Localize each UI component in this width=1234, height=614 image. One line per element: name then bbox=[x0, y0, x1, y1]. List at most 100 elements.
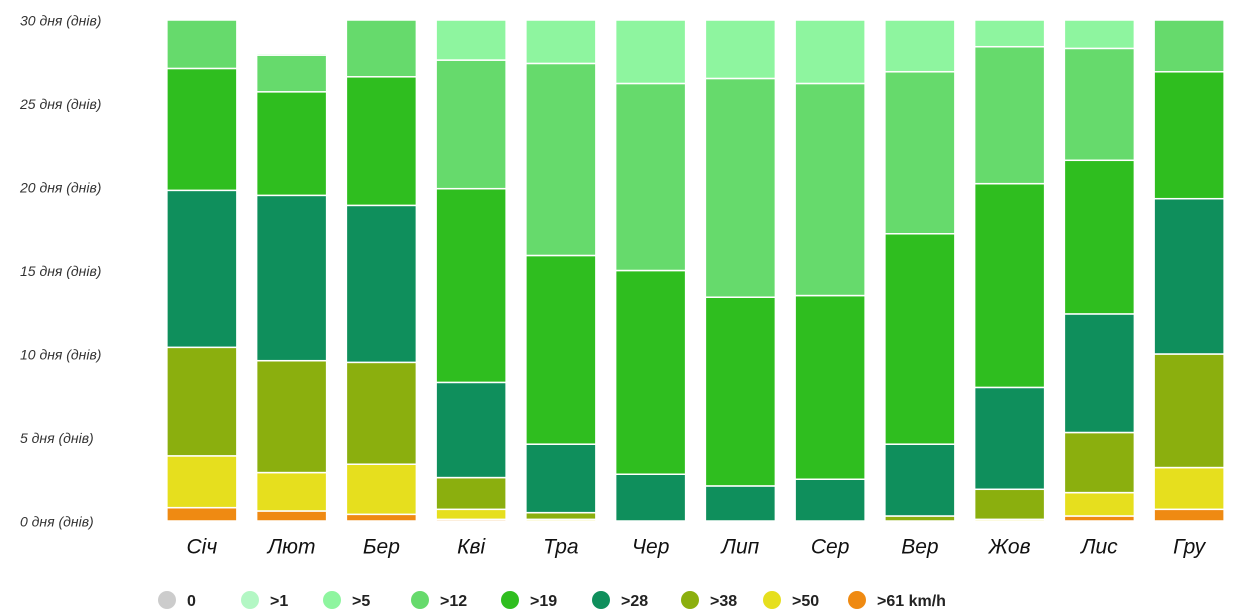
bar-segment bbox=[1063, 47, 1136, 162]
legend-label: >5 bbox=[352, 593, 370, 610]
bar-segment bbox=[166, 346, 238, 457]
bar-segment bbox=[884, 19, 956, 73]
bar-segment bbox=[794, 19, 866, 85]
bar-segment bbox=[345, 76, 418, 207]
bar-segment bbox=[435, 508, 507, 521]
bar-segment bbox=[345, 19, 418, 78]
bar-segment bbox=[704, 296, 777, 487]
bar-segment bbox=[1063, 19, 1136, 50]
bar-segment bbox=[1063, 159, 1136, 315]
bar-segment bbox=[435, 19, 507, 61]
y-tick-label: 0 дня (днів) bbox=[20, 514, 94, 530]
y-tick-label: 25 дня (днів) bbox=[19, 96, 101, 112]
bar-segment bbox=[1153, 19, 1225, 73]
legend-swatch bbox=[158, 591, 176, 609]
bar-segment bbox=[614, 19, 687, 85]
bar-segment bbox=[973, 488, 1046, 521]
legend-label: >12 bbox=[440, 593, 467, 610]
bar-segment bbox=[704, 77, 777, 298]
bar-segment bbox=[255, 52, 328, 56]
bar-segment bbox=[884, 515, 956, 522]
bar-segment bbox=[614, 82, 687, 272]
bar-segment bbox=[525, 62, 597, 257]
bar-segment bbox=[973, 182, 1046, 389]
legend-swatch bbox=[592, 591, 610, 609]
bar-segment bbox=[435, 59, 507, 190]
bar-segment bbox=[1063, 313, 1136, 434]
bar-segment bbox=[435, 187, 507, 384]
bar-segment bbox=[525, 511, 597, 521]
x-tick-label: Гру bbox=[1173, 536, 1206, 559]
x-tick-label: Тра bbox=[543, 536, 579, 559]
bar-segment bbox=[166, 506, 238, 522]
bar-segment bbox=[166, 19, 238, 70]
bar-segment bbox=[166, 189, 238, 349]
bar-segment bbox=[525, 443, 597, 514]
bar-segment bbox=[255, 91, 328, 197]
bar-segment bbox=[255, 194, 328, 362]
x-tick-label: Жов bbox=[988, 536, 1031, 559]
y-tick-label: 20 дня (днів) bbox=[19, 180, 101, 196]
legend-label: >61 km/h bbox=[877, 593, 946, 610]
bar-segment bbox=[614, 269, 687, 475]
bar-segment bbox=[704, 485, 777, 522]
legend-swatch bbox=[848, 591, 866, 609]
bar-segment bbox=[794, 478, 866, 522]
bar-segment bbox=[704, 19, 777, 80]
bar-segment bbox=[1153, 71, 1225, 200]
legend-label: 0 bbox=[187, 593, 196, 610]
bar-segment bbox=[973, 386, 1046, 491]
legend-swatch bbox=[501, 591, 519, 609]
bar-segment bbox=[435, 476, 507, 511]
y-tick-label: 10 дня (днів) bbox=[20, 347, 101, 363]
bar-segment bbox=[614, 473, 687, 522]
bar-segment bbox=[973, 45, 1046, 185]
legend-swatch bbox=[763, 591, 781, 609]
x-tick-label: Лют bbox=[266, 536, 316, 559]
legend-swatch bbox=[681, 591, 699, 609]
bar-segment bbox=[1063, 431, 1136, 494]
legend-label: >50 bbox=[792, 593, 819, 610]
legend-swatch bbox=[241, 591, 259, 609]
y-tick-label: 15 дня (днів) bbox=[20, 263, 101, 279]
bar-segment bbox=[884, 71, 956, 235]
x-tick-label: Вер bbox=[901, 536, 938, 559]
bar-segment bbox=[345, 204, 418, 364]
bar-segment bbox=[1153, 197, 1225, 355]
bar-segment bbox=[1153, 353, 1225, 469]
bar-segment bbox=[255, 510, 328, 522]
legend-label: >28 bbox=[621, 593, 648, 610]
bar-segment bbox=[884, 443, 956, 517]
x-tick-label: Сер bbox=[811, 536, 850, 559]
x-tick-label: Бер bbox=[363, 536, 400, 559]
bar-segment bbox=[255, 471, 328, 512]
bar-segment bbox=[794, 82, 866, 297]
bar-segment bbox=[255, 54, 328, 93]
legend-swatch bbox=[411, 591, 429, 609]
x-tick-label: Січ bbox=[187, 536, 218, 559]
bar-segment bbox=[435, 381, 507, 479]
x-tick-label: Лис bbox=[1079, 536, 1118, 559]
bar-segment bbox=[1063, 515, 1136, 522]
x-tick-label: Лип bbox=[720, 536, 760, 559]
bar-segment bbox=[1063, 491, 1136, 517]
bar-segment bbox=[345, 361, 418, 465]
y-tick-label: 30 дня (днів) bbox=[20, 13, 101, 29]
bar-segment bbox=[525, 254, 597, 445]
x-tick-label: Чер bbox=[632, 536, 670, 559]
bar-segment bbox=[973, 19, 1046, 48]
bar-segment bbox=[345, 513, 418, 522]
legend-swatch bbox=[323, 591, 341, 609]
y-tick-label: 5 дня (днів) bbox=[20, 430, 94, 446]
bar-segment bbox=[794, 294, 866, 480]
bar-segment bbox=[166, 455, 238, 509]
bar-segment bbox=[884, 233, 956, 445]
legend-label: >19 bbox=[530, 593, 557, 610]
bar-segment bbox=[1153, 466, 1225, 511]
bar-segment bbox=[166, 67, 238, 192]
bar-segment bbox=[255, 359, 328, 474]
bar-segment bbox=[345, 463, 418, 516]
bar-segment bbox=[1153, 508, 1225, 522]
bar-segment bbox=[525, 19, 597, 65]
